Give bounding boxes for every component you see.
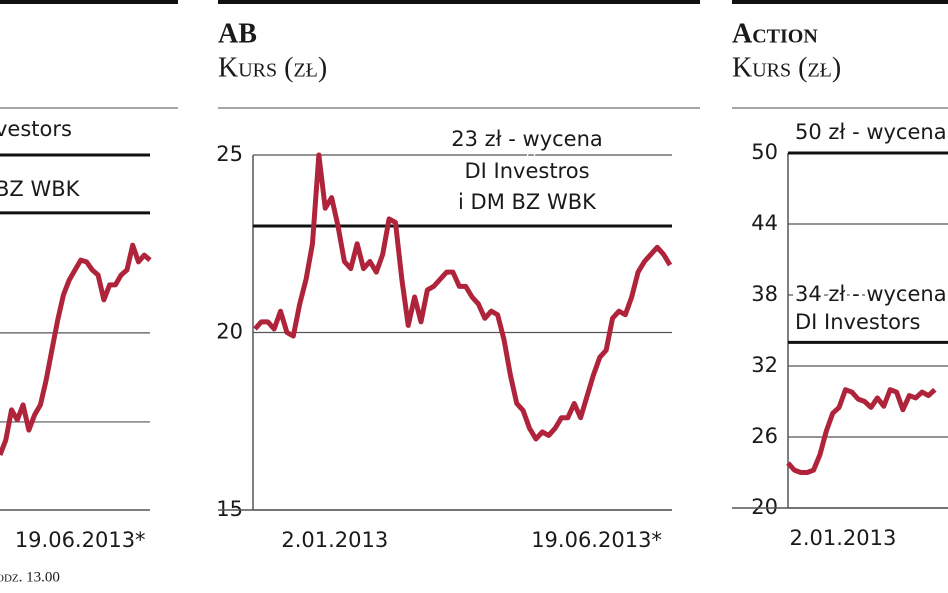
y-tick-label: 32 bbox=[751, 353, 778, 377]
x-tick-label: 2.01.2013 bbox=[789, 526, 896, 550]
y-tick-label: 44 bbox=[751, 211, 778, 235]
note: odz. 13.00 bbox=[0, 569, 60, 585]
chart-title: AB bbox=[218, 18, 257, 49]
top-bar bbox=[218, 0, 700, 4]
price-line bbox=[0, 242, 152, 456]
reference-label: 23 zł - wycena bbox=[451, 127, 603, 151]
reference-label: DI Investors bbox=[795, 310, 921, 334]
price-line bbox=[786, 387, 937, 475]
x-tick-label: 2.01.2013 bbox=[281, 528, 388, 552]
y-tick-label: 26 bbox=[751, 424, 778, 448]
reference-label: i DM BZ WBK bbox=[458, 190, 597, 214]
chart-title: Action bbox=[732, 18, 818, 49]
chart-subtitle: Kurs (zł) bbox=[732, 52, 841, 83]
top-bar bbox=[0, 0, 178, 4]
y-tick-label: 25 bbox=[216, 142, 243, 166]
x-tick-label: 19.06.2013* bbox=[15, 528, 146, 552]
price-line bbox=[253, 152, 673, 442]
x-tick-label: 19.06.2013* bbox=[531, 528, 662, 552]
reference-label: vestors bbox=[0, 117, 72, 141]
reference-label: 34 zł - wycena bbox=[795, 282, 947, 306]
y-tick-label: 20 bbox=[751, 495, 778, 519]
y-tick-label: 50 bbox=[751, 140, 778, 164]
y-tick-label: 15 bbox=[216, 497, 243, 521]
chart-subtitle: Kurs (zł) bbox=[218, 52, 327, 83]
top-bar bbox=[732, 0, 948, 4]
y-tick-label: 20 bbox=[216, 320, 243, 344]
reference-label: DI Investros bbox=[464, 159, 589, 183]
reference-label: 50 zł - wycena bbox=[795, 120, 947, 144]
y-tick-label: 38 bbox=[751, 282, 778, 306]
reference-label: BZ WBK bbox=[0, 177, 81, 201]
